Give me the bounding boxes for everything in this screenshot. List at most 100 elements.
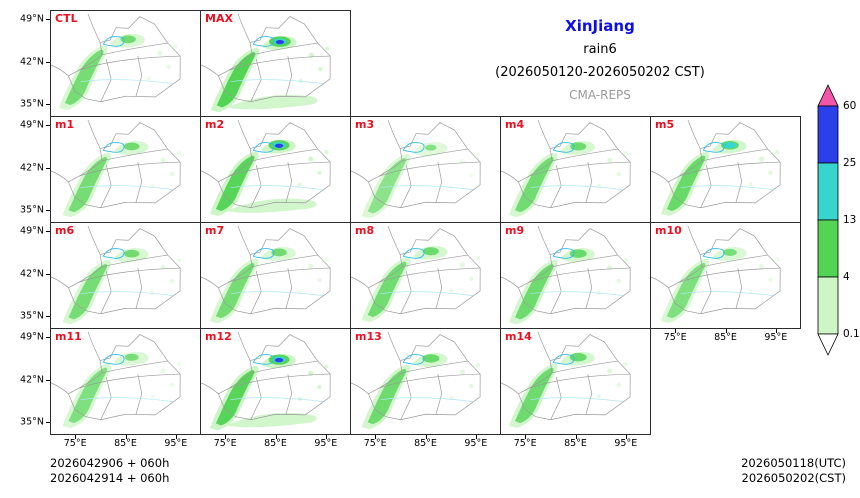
country-border xyxy=(51,276,69,289)
internal-border xyxy=(585,268,593,309)
lat-tick-label: 42°N xyxy=(20,268,44,279)
precip-north-core xyxy=(422,247,439,256)
panel-m4: m4 xyxy=(500,116,651,223)
river-line xyxy=(680,185,774,190)
lat-tick-label: 49°N xyxy=(20,225,44,237)
precip-speck xyxy=(596,394,601,399)
map-plot xyxy=(501,225,631,325)
internal-border xyxy=(528,373,631,389)
river-line xyxy=(402,354,425,365)
internal-border xyxy=(700,271,712,314)
precip-speck xyxy=(297,182,302,187)
internal-border xyxy=(135,374,143,415)
map-plot xyxy=(501,119,631,218)
lat-tick-mark xyxy=(46,18,50,20)
precip-speck xyxy=(298,78,303,83)
internal-border xyxy=(102,254,168,268)
precip-west-core xyxy=(215,262,255,319)
init-time-1: 2026042906 + 060h xyxy=(50,456,170,470)
init-time-2: 2026042914 + 060h xyxy=(50,471,170,485)
country-border xyxy=(651,276,669,289)
lat-tick-label: 49°N xyxy=(20,331,44,343)
river-line xyxy=(230,291,324,296)
internal-border xyxy=(585,162,593,203)
internal-border xyxy=(550,271,562,314)
panel-label: m13 xyxy=(355,330,382,343)
panel-label: m7 xyxy=(205,224,225,237)
panel-label: m11 xyxy=(55,330,82,343)
internal-border xyxy=(402,360,468,374)
country-border xyxy=(237,13,251,43)
country-border xyxy=(237,119,251,149)
country-border xyxy=(387,225,401,255)
internal-border xyxy=(735,268,743,309)
river-line xyxy=(552,354,575,365)
internal-border xyxy=(528,161,631,177)
precip-west-core xyxy=(367,261,407,318)
country-border xyxy=(687,119,701,149)
lon-tick-label: 95°E xyxy=(764,332,788,343)
country-border xyxy=(351,276,369,289)
country-border xyxy=(537,331,551,361)
river-line xyxy=(80,79,174,84)
internal-border xyxy=(102,148,168,162)
lat-tick-mark xyxy=(46,379,50,381)
lat-tick-label: 35°N xyxy=(20,416,44,428)
internal-border xyxy=(285,268,293,309)
precip-extreme-core xyxy=(274,358,284,363)
river-line xyxy=(230,185,324,190)
lat-tick-mark xyxy=(46,61,50,63)
internal-border xyxy=(678,161,781,177)
precip-south-band xyxy=(225,412,317,428)
river-line xyxy=(252,142,275,153)
panel-label: m3 xyxy=(355,118,375,131)
lat-tick-label: 42°N xyxy=(20,162,44,173)
precip-west-core xyxy=(367,368,407,425)
map-plot xyxy=(651,119,781,216)
river-line xyxy=(552,142,575,153)
figure-title-block: XinJiang rain6 (2026050120-2026050202 CS… xyxy=(430,14,770,107)
colorbar-under-arrow xyxy=(817,333,839,356)
precip-speck xyxy=(476,152,481,157)
river-line xyxy=(80,397,174,402)
panel-label: MAX xyxy=(205,12,233,25)
init-time-block: 2026042906 + 060h 2026042914 + 060h xyxy=(50,456,169,486)
internal-border xyxy=(378,267,481,283)
panel-m13: m13 xyxy=(350,328,501,435)
lon-tick-label: 75°E xyxy=(213,438,237,449)
panel-m3: m3 xyxy=(350,116,501,223)
internal-border xyxy=(252,360,318,374)
country-border xyxy=(87,13,101,43)
country-border xyxy=(51,382,69,395)
precip-speck xyxy=(616,171,621,177)
river-line xyxy=(80,185,174,190)
country-border xyxy=(51,64,69,77)
river-line xyxy=(102,36,125,47)
precip-speck xyxy=(146,76,151,81)
variable-title: rain6 xyxy=(583,42,617,57)
panel-label: m9 xyxy=(505,224,525,237)
lat-tick-mark xyxy=(46,273,50,275)
colorbar-level-label: 25 xyxy=(843,157,856,169)
panel-label: m12 xyxy=(205,330,232,343)
precip-speck xyxy=(176,151,182,156)
lon-tick-mark xyxy=(225,435,227,439)
precip-speck xyxy=(160,157,166,163)
precip-west-core xyxy=(215,155,255,212)
precip-speck xyxy=(469,276,474,281)
country-border xyxy=(537,119,551,149)
river-line xyxy=(252,354,275,365)
internal-border xyxy=(135,56,143,97)
river-line xyxy=(702,248,725,259)
precip-west-core xyxy=(367,158,407,214)
lon-tick-label: 85°E xyxy=(414,438,437,449)
map-plot xyxy=(51,225,182,325)
precip-speck xyxy=(157,50,163,56)
river-line xyxy=(530,291,624,296)
lon-tick-mark xyxy=(275,435,277,439)
precip-south-band xyxy=(225,198,317,213)
river-line xyxy=(230,397,324,402)
panel-m10: m10 xyxy=(650,222,801,329)
panel-label: m5 xyxy=(655,118,675,131)
country-border xyxy=(201,276,219,289)
